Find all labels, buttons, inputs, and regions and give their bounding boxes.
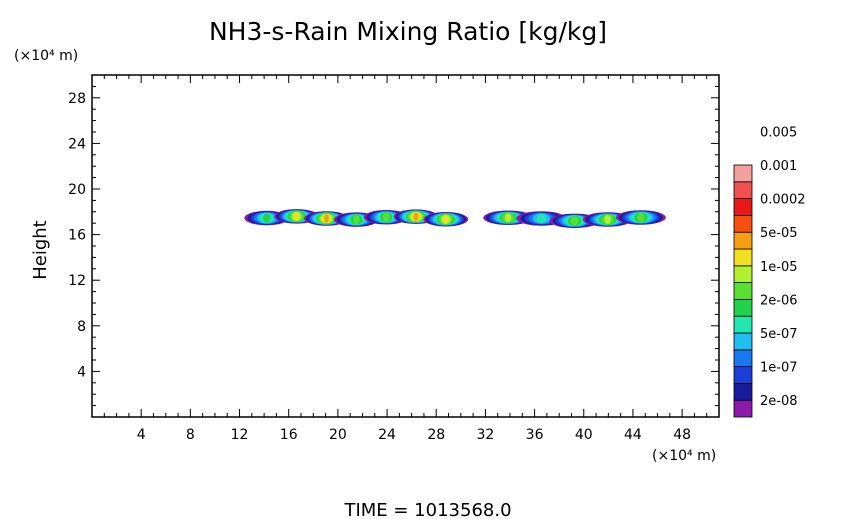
x-tick-label: 44 [624, 427, 642, 443]
x-tick-label: 48 [673, 427, 691, 443]
contour-cell [382, 212, 390, 222]
colorbar-label: 1e-07 [760, 361, 798, 376]
colorbar-swatch [733, 315, 753, 334]
colorbar-label: 2e-08 [760, 394, 798, 409]
x-tick-label: 16 [280, 427, 298, 443]
x-tick-label: 32 [476, 427, 494, 443]
colorbar-swatch [733, 231, 753, 250]
colorbar-swatch [733, 198, 753, 216]
colorbar-swatch [733, 399, 753, 418]
contour-cell [413, 212, 419, 222]
contour-cell [637, 213, 645, 222]
colorbar-swatch [733, 382, 753, 401]
colorbar-swatch [733, 332, 753, 351]
x-unit-label: (×10⁴ m) [652, 448, 716, 464]
y-tick-label: 16 [68, 228, 86, 244]
x-tick-label: 12 [231, 427, 249, 443]
colorbar-label: 5e-05 [760, 226, 798, 241]
y-tick-label: 12 [68, 273, 86, 289]
plot-field [244, 209, 666, 229]
colorbar-label: 5e-07 [760, 327, 798, 342]
colorbar-swatch [733, 366, 753, 384]
x-tick-label: 40 [575, 427, 593, 443]
time-footer: TIME = 1013568.0 [343, 500, 511, 519]
colorbar-swatch [733, 181, 753, 200]
contour-cell [293, 211, 300, 221]
colorbar-label: 0.0002 [760, 193, 806, 208]
contour-cell [443, 214, 449, 224]
colorbar-swatch [733, 248, 753, 267]
colorbar-swatch [733, 214, 753, 233]
contour-cell [353, 215, 360, 225]
contour-cell [324, 214, 329, 223]
colorbar-swatch [733, 164, 753, 183]
x-tick-label: 36 [526, 427, 544, 443]
colorbar-label: 1e-05 [760, 260, 798, 275]
y-tick-label: 20 [68, 182, 86, 198]
contour-cell [536, 213, 547, 224]
contour-cell [263, 213, 271, 223]
chart-title: NH3-s-Rain Mixing Ratio [kg/kg] [209, 17, 607, 46]
contour-cell [570, 216, 579, 226]
y-axis-label: Height [30, 220, 51, 280]
x-tick-label: 20 [329, 427, 347, 443]
y-tick-label: 24 [68, 136, 86, 152]
x-tick-label: 28 [427, 427, 445, 443]
colorbar-label: 0.001 [760, 159, 797, 174]
x-tick-label: 24 [378, 427, 396, 443]
y-tick-label: 4 [77, 364, 86, 380]
contour-cell [604, 215, 611, 224]
colorbar-label: 2e-06 [760, 293, 798, 308]
x-tick-label: 8 [186, 427, 195, 443]
colorbar-swatch [733, 298, 753, 317]
contour-cell [504, 213, 512, 223]
x-tick-label: 4 [137, 427, 146, 443]
colorbar-swatch [733, 265, 753, 283]
colorbar: 2e-08 1e-07 5e-07 2e-06 1e-05 5e-05 0.0002 0.00… [733, 125, 806, 418]
plot-frame [91, 74, 720, 418]
y-tick-label: 28 [68, 91, 86, 107]
colorbar-swatch [733, 282, 753, 300]
y-unit-label: (×10⁴ m) [14, 48, 78, 64]
colorbar-label: 0.005 [760, 125, 797, 140]
y-tick-label: 8 [77, 319, 86, 335]
colorbar-swatch [733, 349, 753, 367]
